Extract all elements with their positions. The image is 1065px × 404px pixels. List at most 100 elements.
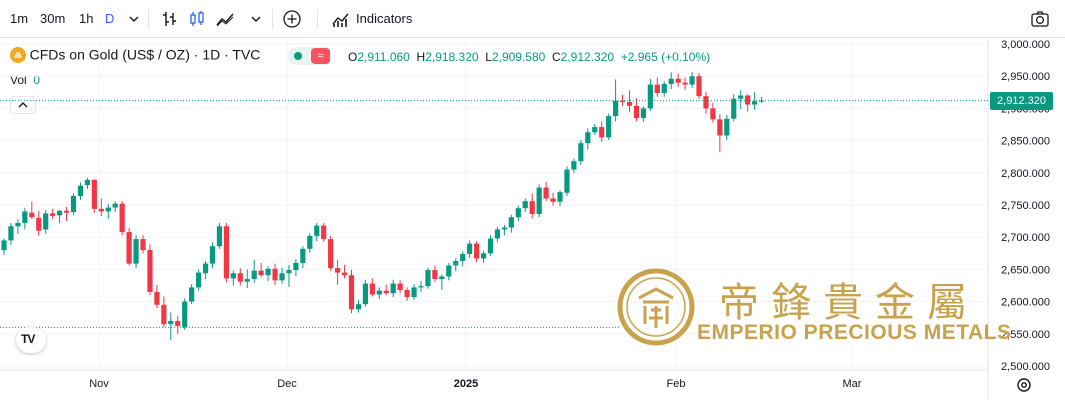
y-tick-label: 2,850.000 [1001,136,1050,148]
candle-body [397,283,403,291]
candle-body [501,227,507,230]
last-price-label: 2,912.320 [990,91,1053,110]
candle-body [432,270,438,280]
y-tick-label: 2,600.000 [1001,297,1050,309]
candle-body [710,108,716,120]
candle-body [84,179,90,186]
candle-body [133,239,139,264]
candle-body [647,84,653,109]
candle-body [460,253,466,262]
candle-body [362,283,368,305]
candle-body [390,283,396,294]
candle-body [439,276,445,280]
y-tick-label: 2,750.000 [1001,200,1050,212]
change-value: +2.965 (+0.10%) [620,50,711,64]
add-circle-icon[interactable] [282,9,302,29]
candle-body [15,223,21,227]
low-value: 2,909.580 [491,50,546,64]
x-tick-label: Dec [277,378,297,390]
x-tick-label: Feb [667,378,686,390]
candle-body [216,226,223,247]
candle-body [724,118,730,136]
market-status-badge[interactable]: ≈ [288,47,332,65]
chevron-down-icon[interactable] [124,9,144,29]
market-open-dot [294,52,302,60]
volume-label: Vol [10,73,27,87]
candle-body [29,212,35,218]
candle-body [599,127,605,138]
x-tick-label: Nov [89,378,109,390]
candle-body [314,225,320,236]
candle-body [50,213,56,216]
candle-body [682,82,688,85]
candle-body [613,100,619,117]
candle-body [668,78,674,84]
candle-body [265,268,271,276]
candle-body [300,248,306,263]
candle-body [230,273,236,279]
tradingview-logo[interactable]: TV [16,327,46,353]
brand-watermark: 帝鋒貴金屬 EMPERIO PRECIOUS METALS [617,268,1011,348]
candle-body [557,192,563,202]
candle-body [335,268,341,273]
indicators-button[interactable]: Indicators [356,11,413,26]
candle-body [126,232,132,264]
candle-body [147,250,153,292]
high-value: 2,918.320 [425,50,479,64]
candle-body [328,239,334,269]
candle-body [70,195,77,213]
candle-body [43,213,49,230]
candles-icon[interactable] [187,9,207,29]
y-tick-label: 2,800.000 [1001,168,1050,180]
candle-body [745,95,751,105]
candle-body [202,263,209,274]
candle-body [105,207,111,212]
y-tick-label: 2,700.000 [1001,232,1050,244]
candle-body [112,203,118,208]
candle-body [161,304,167,325]
candle-body [418,286,424,288]
collapse-legend-button[interactable] [10,96,36,114]
candle-body [536,187,542,215]
interval-1h[interactable]: 1h [79,11,94,26]
chart-toolbar: 1m 30m 1h D Indicators [0,0,1065,38]
candle-body [453,261,459,266]
candle-body [717,119,723,136]
candle-body [196,272,202,288]
ohlc-values: O2,911.060 H2,918.320 L2,909.580 C2,912.… [348,50,710,64]
toolbar-divider [317,9,318,29]
chevron-up-icon [18,102,28,108]
bar-chart-icon[interactable] [160,9,180,29]
candle-body [654,84,660,93]
chevron-down-icon[interactable] [246,9,266,29]
candle-body [752,101,758,105]
candle-body [758,100,765,102]
candle-body [661,83,667,93]
candle-body [592,127,598,133]
candle-body [307,235,313,249]
candle-body [98,208,104,212]
candle-body [8,226,14,241]
y-tick-label: 2,950.000 [1001,71,1050,83]
candle-body [63,210,70,213]
candle-body [571,161,577,170]
candle-body [237,273,243,282]
candle-body [175,320,181,327]
candle-body [508,217,514,228]
settings-icon[interactable] [1015,376,1033,394]
candle-body [480,253,487,259]
candle-body [640,108,646,119]
camera-icon[interactable] [1030,9,1050,29]
interval-d[interactable]: D [105,11,115,26]
candle-body [383,290,389,294]
indicators-icon[interactable] [331,9,351,29]
candle-body [189,287,195,302]
area-chart-icon[interactable] [215,9,235,29]
interval-1m[interactable]: 1m [10,11,29,26]
emperio-logo-icon [617,268,695,346]
candle-body [529,201,535,215]
x-tick-label: 2025 [454,378,478,390]
symbol-title[interactable]: CFDs on Gold (US$ / OZ) · 1D · TVC [29,46,261,63]
interval-30m[interactable]: 30m [40,11,66,26]
candle-body [209,246,216,264]
